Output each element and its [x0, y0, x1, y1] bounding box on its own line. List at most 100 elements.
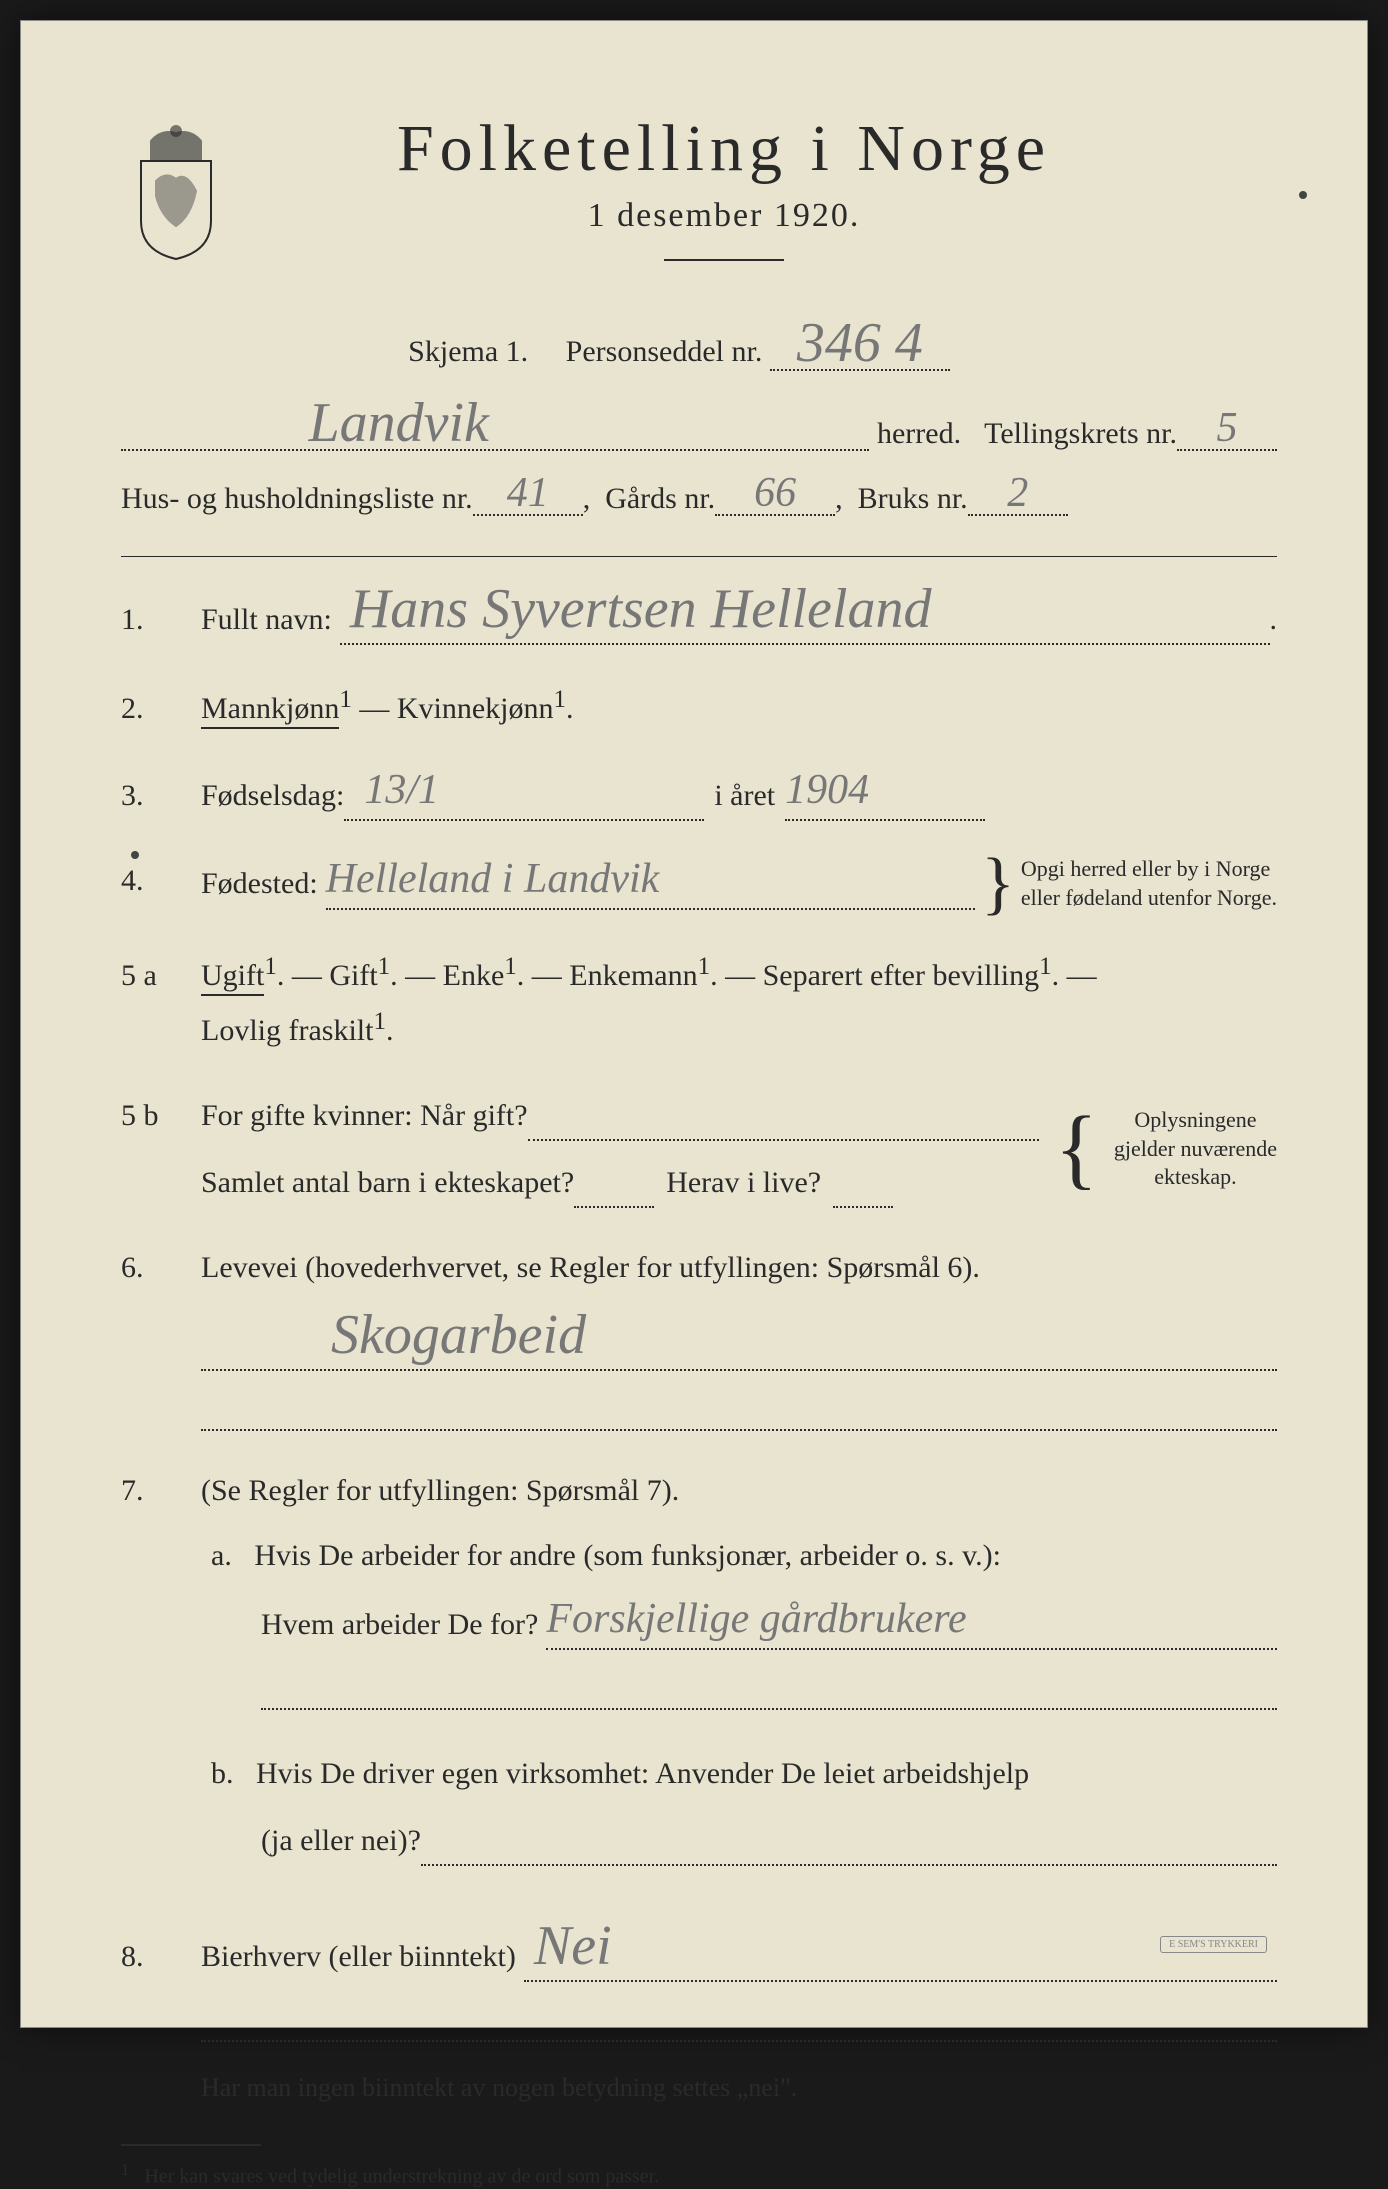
q5a-separert: Separert efter bevilling	[763, 959, 1040, 992]
q8-field: Nei	[524, 1924, 1277, 1982]
q7a: a. Hvis De arbeider for andre (som funks…	[211, 1530, 1277, 1710]
page-title: Folketelling i Norge	[271, 111, 1177, 187]
gards-nr: 66	[754, 477, 796, 511]
herred-name-field: Landvik	[121, 401, 869, 451]
q5b-line1: For gifte kvinner: Når gift?	[201, 1090, 528, 1141]
q5b-line2a: Samlet antal barn i ekteskapet?	[201, 1157, 574, 1208]
footnote-rule	[121, 2144, 261, 2146]
divider	[664, 259, 784, 261]
q8-num: 8.	[121, 1931, 177, 1982]
q7a-field2	[261, 1690, 1277, 1710]
q5b-line2b: Herav i live?	[654, 1157, 833, 1208]
q6-num: 6.	[121, 1242, 177, 1293]
hus-nr-field: 41	[473, 477, 583, 516]
bruks-nr: 2	[1007, 477, 1028, 511]
footnote: 1 Her kan svares ved tydelig understrekn…	[121, 2160, 1277, 2189]
herred-name: Landvik	[309, 401, 489, 446]
q3-label: Fødselsdag:	[201, 770, 344, 821]
question-1: 1. Fullt navn: Hans Syvertsen Helleland …	[121, 587, 1277, 645]
q5a-num: 5 a	[121, 950, 177, 1001]
question-5a: 5 a Ugift1. — Gift1. — Enke1. — Enkemann…	[121, 946, 1277, 1056]
q7-num: 7.	[121, 1465, 177, 1516]
bruks-nr-field: 2	[968, 477, 1068, 516]
hus-prefix: Hus- og husholdningsliste nr.	[121, 482, 473, 516]
q7b-line1: Hvis De driver egen virksomhet: Anvender…	[256, 1757, 1029, 1790]
q5a-enke: Enke	[443, 959, 505, 992]
q5b-field2	[574, 1206, 654, 1208]
q7a-letter: a.	[211, 1539, 232, 1572]
q6-field: Skogarbeid	[201, 1313, 1277, 1371]
q7b: b. Hvis De driver egen virksomhet: Anven…	[211, 1748, 1277, 1866]
q6-value: Skogarbeid	[331, 1313, 586, 1358]
gards-nr-field: 66	[715, 477, 835, 516]
q3-day-field: 13/1	[344, 768, 704, 821]
q4-label: Fødested:	[201, 858, 318, 909]
q5a-lovlig: Lovlig fraskilt	[201, 1014, 373, 1047]
q6-label: Levevei (hovederhvervet, se Regler for u…	[201, 1251, 980, 1284]
q7-label: (Se Regler for utfyllingen: Spørsmål 7).	[201, 1465, 679, 1516]
title-block: Folketelling i Norge 1 desember 1920.	[271, 111, 1277, 291]
question-4: 4. Fødested: Helleland i Landvik } Opgi …	[121, 855, 1277, 912]
q4-value: Helleland i Landvik	[326, 863, 660, 897]
q5a-enkemann: Enkemann	[569, 959, 697, 992]
q8-label: Bierhverv (eller biinntekt)	[201, 1931, 516, 1982]
q7a-field: Forskjellige gårdbrukere	[546, 1597, 1277, 1650]
q5a-ugift: Ugift	[201, 959, 264, 996]
q3-year-label: i året	[704, 770, 785, 821]
census-form-page: Folketelling i Norge 1 desember 1920. Sk…	[20, 20, 1368, 2028]
coat-of-arms-icon	[121, 121, 231, 261]
q8-value: Nei	[534, 1924, 612, 1969]
q6-field2	[201, 1411, 1277, 1431]
q7a-line1: Hvis De arbeider for andre (som funksjon…	[254, 1539, 1001, 1572]
mark-dot-right	[1299, 191, 1307, 199]
q3-year: 1904	[785, 774, 869, 808]
question-5b: 5 b For gifte kvinner: Når gift? Samlet …	[121, 1090, 1277, 1208]
section-rule	[121, 556, 1277, 557]
q7b-field	[421, 1864, 1277, 1866]
q7a-line2: Hvem arbeider De for?	[261, 1599, 538, 1650]
personseddel-value: 346 4	[797, 321, 923, 366]
personseddel-label: Personseddel nr.	[566, 335, 763, 368]
question-7: 7. (Se Regler for utfyllingen: Spørsmål …	[121, 1465, 1277, 1890]
herred-label: herred.	[869, 417, 969, 451]
q2-num: 2.	[121, 683, 177, 734]
tellingskrets-field: 5	[1177, 412, 1277, 451]
tellingskrets-value: 5	[1217, 412, 1238, 446]
question-3: 3. Fødselsdag: 13/1 i året 1904	[121, 768, 1277, 821]
q4-note: Opgi herred eller by i Norge eller fødel…	[1021, 855, 1277, 912]
q1-field: Hans Syvertsen Helleland	[340, 587, 1270, 645]
header: Folketelling i Norge 1 desember 1920.	[121, 111, 1277, 291]
hus-nr: 41	[507, 477, 549, 511]
footnote-text: Her kan svares ved tydelig understreknin…	[144, 2166, 659, 2188]
q3-day: 13/1	[364, 774, 439, 808]
printer-stamp: E SEM'S TRYKKERI	[1160, 1936, 1267, 1953]
tellingskrets-label: Tellingskrets nr.	[984, 417, 1177, 451]
herred-line: Landvik herred. Tellingskrets nr. 5	[121, 401, 1277, 451]
q2-mann: Mannkjønn	[201, 692, 339, 729]
q5b-note: Oplysningene gjelder nuværende ekteskap.	[1114, 1106, 1277, 1192]
bruks-label: Bruks nr.	[858, 482, 968, 516]
q5b-field1	[528, 1139, 1039, 1141]
skjema-line: Skjema 1. Personseddel nr. 346 4	[121, 321, 1277, 371]
gards-label: Gårds nr.	[605, 482, 715, 516]
q5b-num: 5 b	[121, 1090, 177, 1141]
q1-value: Hans Syvertsen Helleland	[350, 587, 932, 632]
q2-kvinne: Kvinnekjønn	[397, 692, 554, 725]
q5b-field3	[833, 1206, 893, 1208]
q3-year-field: 1904	[785, 768, 985, 821]
q3-num: 3.	[121, 770, 177, 821]
skjema-label: Skjema 1.	[408, 335, 528, 368]
q1-label: Fullt navn:	[201, 594, 332, 645]
q8-field2	[201, 2022, 1277, 2042]
q8-note: Har man ingen biinntekt av nogen betydni…	[201, 2066, 1277, 2110]
question-2: 2. Mannkjønn1 — Kvinnekjønn1.	[121, 679, 1277, 734]
personseddel-field: 346 4	[770, 321, 950, 371]
q7b-line2: (ja eller nei)?	[261, 1815, 421, 1866]
q7a-value: Forskjellige gårdbrukere	[546, 1603, 966, 1637]
q4-num: 4.	[121, 855, 177, 906]
question-8: 8. Bierhverv (eller biinntekt) Nei Har m…	[121, 1924, 1277, 2110]
hus-line: Hus- og husholdningsliste nr. 41 , Gårds…	[121, 477, 1277, 516]
q1-num: 1.	[121, 594, 177, 645]
mark-dot-left	[131, 851, 139, 859]
question-6: 6. Levevei (hovederhvervet, se Regler fo…	[121, 1242, 1277, 1431]
